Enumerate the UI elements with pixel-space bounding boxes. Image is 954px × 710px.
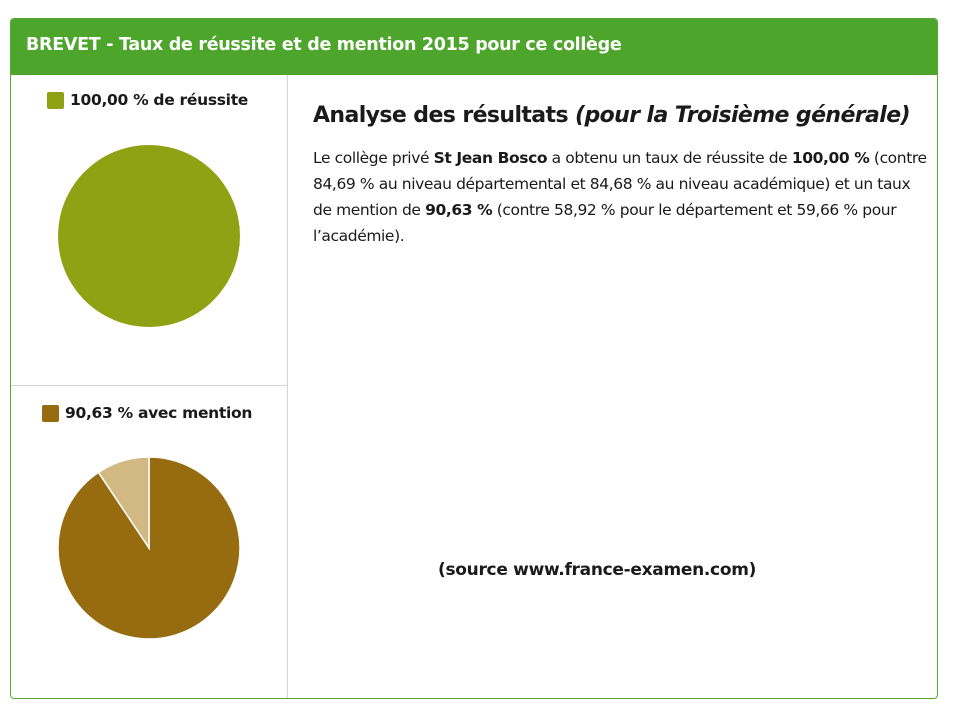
legend-reussite: 100,00 % de réussite [47,91,248,109]
reussite-pie-slice-0 [58,145,240,327]
text-part: Le collège privé [313,149,434,167]
results-card: BREVET - Taux de réussite et de mention … [10,18,938,699]
school-name: St Jean Bosco [433,149,548,167]
analysis-subtitle: (pour la Troisième générale) [575,103,911,128]
legend-label-mention: 90,63 % avec mention [65,404,253,422]
legend-label-reussite: 100,00 % de réussite [70,91,249,109]
source-note: (source www.france-examen.com) [438,560,757,580]
analysis-text: Le collège privé St Jean Bosco a obtenu … [313,145,933,249]
reussite-rate: 100,00 % [791,149,870,167]
pie-chart-reussite [58,145,240,327]
charts-column: 100,00 % de réussite 90,63 % avec mentio… [11,75,288,698]
analysis-heading: Analyse des résultats (pour la Troisième… [313,103,911,128]
card-title: BREVET - Taux de réussite et de mention … [26,35,622,55]
text-part: (contre 58,92 % pour le département et 5… [313,201,897,245]
analysis-title: Analyse des résultats [313,103,569,128]
text-part: (contre 84,69 % au niveau départemental … [313,149,927,219]
legend-mention: 90,63 % avec mention [42,404,252,422]
legend-swatch-reussite [47,91,64,109]
text-part: a obtenu un taux de réussite de [547,149,792,167]
legend-swatch-mention [42,404,59,422]
mention-rate: 90,63 % [425,201,493,219]
card-header: BREVET - Taux de réussite et de mention … [11,19,937,75]
charts-divider [11,385,287,386]
mention-pie-slice-1 [97,456,150,551]
analysis-panel: Analyse des résultats (pour la Troisième… [288,75,937,698]
pie-chart-mention [57,456,241,640]
